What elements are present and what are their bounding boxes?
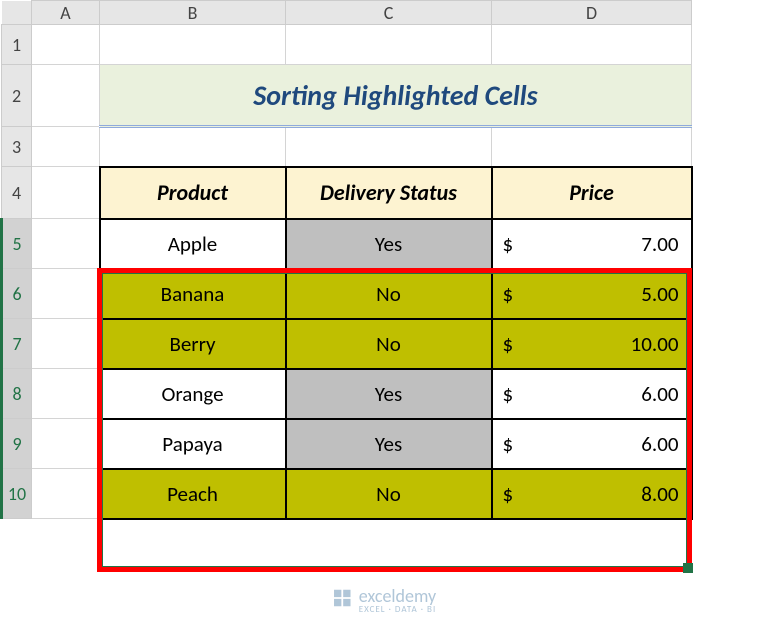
- product-cell[interactable]: Apple: [100, 219, 286, 269]
- delivery-cell[interactable]: Yes: [286, 419, 492, 469]
- watermark-icon: [331, 587, 353, 614]
- price-value: 5.00: [641, 281, 678, 307]
- currency-symbol: $: [503, 481, 514, 507]
- col-header-C[interactable]: C: [286, 1, 492, 25]
- cell-D3[interactable]: [492, 127, 692, 167]
- cell-A3[interactable]: [32, 127, 100, 167]
- watermark-sub: EXCEL · DATA · BI: [359, 604, 436, 615]
- product-cell[interactable]: Peach: [100, 469, 286, 519]
- header-delivery[interactable]: Delivery Status: [286, 167, 492, 219]
- col-header-D[interactable]: D: [492, 1, 692, 25]
- row-header-3[interactable]: 3: [2, 127, 32, 167]
- price-cell[interactable]: $5.00: [492, 269, 692, 319]
- cell-A1[interactable]: [32, 25, 100, 65]
- delivery-cell[interactable]: No: [286, 469, 492, 519]
- price-value: 6.00: [641, 381, 678, 407]
- currency-symbol: $: [503, 281, 514, 307]
- delivery-cell[interactable]: Yes: [286, 369, 492, 419]
- cell-A4[interactable]: [32, 167, 100, 219]
- cell-B1[interactable]: [100, 25, 286, 65]
- cell-A8[interactable]: [32, 369, 100, 419]
- row-header-4[interactable]: 4: [2, 167, 32, 219]
- row-header-2[interactable]: 2: [2, 65, 32, 127]
- cell-A5[interactable]: [32, 219, 100, 269]
- price-cell[interactable]: $7.00: [492, 219, 692, 269]
- price-value: 7.00: [641, 231, 678, 257]
- price-cell[interactable]: $8.00: [492, 469, 692, 519]
- row-header-9[interactable]: 9: [2, 419, 32, 469]
- cell-C1[interactable]: [286, 25, 492, 65]
- price-value: 10.00: [631, 331, 679, 357]
- col-header-A[interactable]: A: [32, 1, 100, 25]
- header-price[interactable]: Price: [492, 167, 692, 219]
- select-all-corner[interactable]: [2, 1, 32, 25]
- delivery-cell[interactable]: Yes: [286, 219, 492, 269]
- price-cell[interactable]: $6.00: [492, 369, 692, 419]
- row-header-7[interactable]: 7: [2, 319, 32, 369]
- currency-symbol: $: [503, 231, 514, 257]
- cell-B3[interactable]: [100, 127, 286, 167]
- price-value: 8.00: [641, 481, 678, 507]
- price-value: 6.00: [641, 431, 678, 457]
- cell-A2[interactable]: [32, 65, 100, 127]
- watermark: exceldemy EXCEL · DATA · BI: [331, 585, 436, 615]
- product-cell[interactable]: Papaya: [100, 419, 286, 469]
- price-cell[interactable]: $10.00: [492, 319, 692, 369]
- cell-D1[interactable]: [492, 25, 692, 65]
- product-cell[interactable]: Banana: [100, 269, 286, 319]
- cell-A9[interactable]: [32, 419, 100, 469]
- product-cell[interactable]: Berry: [100, 319, 286, 369]
- title-cell[interactable]: Sorting Highlighted Cells: [100, 65, 692, 127]
- row-header-8[interactable]: 8: [2, 369, 32, 419]
- row-header-10[interactable]: 10: [2, 469, 32, 519]
- fill-handle[interactable]: [683, 563, 693, 573]
- product-cell[interactable]: Orange: [100, 369, 286, 419]
- delivery-cell[interactable]: No: [286, 319, 492, 369]
- row-header-6[interactable]: 6: [2, 269, 32, 319]
- cell-A10[interactable]: [32, 469, 100, 519]
- currency-symbol: $: [503, 331, 514, 357]
- spreadsheet-grid[interactable]: ABCD 12 Sorting Highlighted Cells 34 Produc…: [0, 0, 693, 520]
- header-product[interactable]: Product: [100, 167, 286, 219]
- currency-symbol: $: [503, 431, 514, 457]
- currency-symbol: $: [503, 381, 514, 407]
- row-header-5[interactable]: 5: [2, 219, 32, 269]
- col-header-B[interactable]: B: [100, 1, 286, 25]
- cell-A7[interactable]: [32, 319, 100, 369]
- cell-A6[interactable]: [32, 269, 100, 319]
- price-cell[interactable]: $6.00: [492, 419, 692, 469]
- row-header-1[interactable]: 1: [2, 25, 32, 65]
- cell-C3[interactable]: [286, 127, 492, 167]
- delivery-cell[interactable]: No: [286, 269, 492, 319]
